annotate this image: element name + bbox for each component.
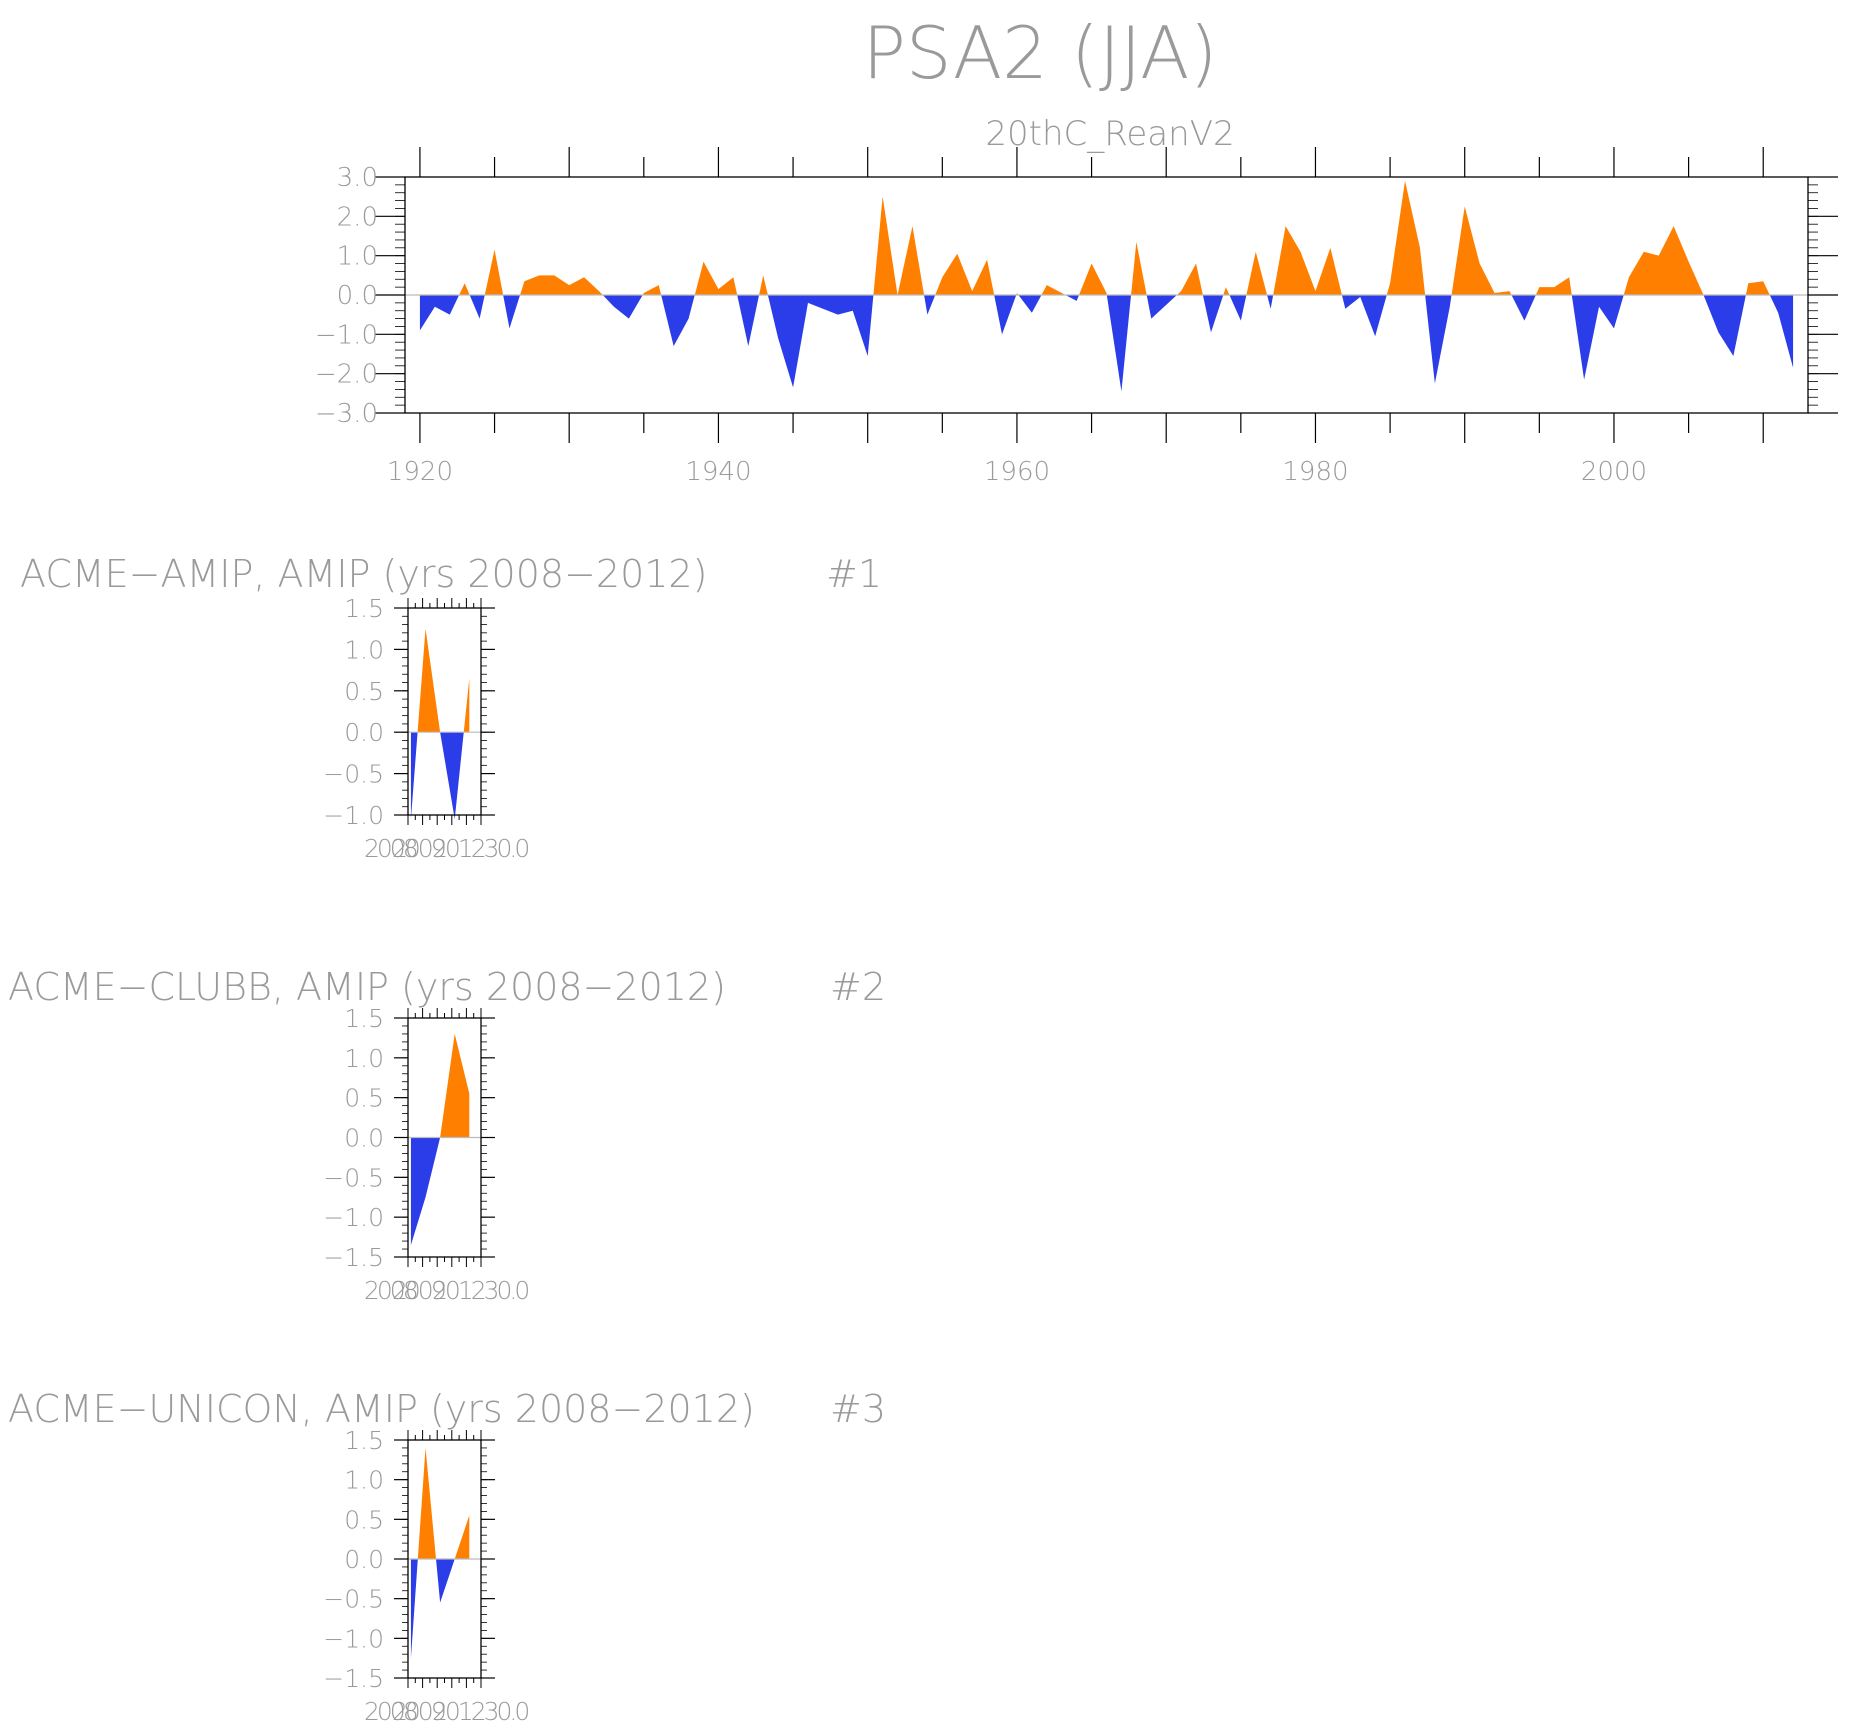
y-tick-label: −1.5 bbox=[323, 1243, 384, 1272]
panel-id: #2 bbox=[830, 965, 886, 1009]
y-tick-label: −1.0 bbox=[323, 801, 384, 830]
y-tick-label: −0.5 bbox=[323, 1585, 384, 1614]
x-tick-label: 201230.0 bbox=[432, 1697, 528, 1726]
main-title: PSA2 (JJA) bbox=[862, 11, 1217, 95]
panel-id: #1 bbox=[826, 552, 882, 596]
panel-title: 20thC_ReanV2 bbox=[985, 114, 1234, 154]
panel-title: ACME−AMIP, AMIP (yrs 2008−2012) bbox=[20, 552, 707, 596]
y-tick-label: 1.0 bbox=[344, 635, 384, 664]
y-tick-label: 3.0 bbox=[337, 163, 378, 193]
y-tick-label: 0.0 bbox=[337, 281, 378, 311]
y-tick-label: 1.0 bbox=[344, 1044, 384, 1073]
chart-panel-4: ACME−UNICON, AMIP (yrs 2008−2012) #3 1.5 1.… bbox=[8, 1387, 886, 1726]
y-tick-label: 0.5 bbox=[344, 677, 384, 706]
x-tick-label: 2000 bbox=[1581, 457, 1647, 487]
chart-panel-2: ACME−AMIP, AMIP (yrs 2008−2012) #1 1.5 1.0 0… bbox=[20, 552, 882, 863]
plot-frame bbox=[407, 607, 482, 816]
positive-area bbox=[419, 180, 1794, 295]
panel-title: ACME−CLUBB, AMIP (yrs 2008−2012) bbox=[8, 965, 726, 1009]
x-tick-label: 2008 bbox=[364, 1276, 417, 1305]
x-tick-label: 2008 bbox=[364, 834, 417, 863]
x-tick-label: 2009 bbox=[392, 834, 445, 863]
y-tick-label: 0.5 bbox=[344, 1084, 384, 1113]
y-tick-label: 0.0 bbox=[344, 1124, 384, 1153]
y-tick-label: −0.5 bbox=[323, 760, 384, 789]
negative-area bbox=[410, 1559, 470, 1659]
y-tick-label: −1.0 bbox=[323, 1624, 384, 1653]
x-tick-label: 1960 bbox=[984, 457, 1050, 487]
panel-id: #3 bbox=[830, 1387, 886, 1431]
y-tick-label: 1.5 bbox=[344, 1004, 384, 1033]
x-tick-label: 1920 bbox=[387, 457, 453, 487]
x-tick-label: 201230.0 bbox=[432, 1276, 528, 1305]
chart-panel-1: 20thC_ReanV2 3.0 2.0 1.0 0.0 −1.0 −2.0 −3.0 1920… bbox=[315, 114, 1838, 487]
negative-area bbox=[410, 1137, 470, 1246]
y-tick-label: −1.5 bbox=[323, 1664, 384, 1693]
y-tick-label: 2.0 bbox=[337, 202, 378, 232]
negative-area bbox=[419, 295, 1794, 392]
y-tick-label: −1.0 bbox=[315, 320, 378, 350]
x-tick-label: 201230.0 bbox=[432, 834, 528, 863]
x-tick-label: 2009 bbox=[392, 1697, 445, 1726]
positive-area bbox=[410, 1447, 470, 1559]
y-tick-label: −1.0 bbox=[323, 1203, 384, 1232]
positive-area bbox=[410, 1033, 470, 1138]
y-tick-label: 0.5 bbox=[344, 1505, 384, 1534]
y-tick-label: −0.5 bbox=[323, 1163, 384, 1192]
y-tick-label: 1.5 bbox=[344, 1426, 384, 1455]
y-tick-label: −3.0 bbox=[315, 399, 378, 429]
y-tick-label: 1.0 bbox=[344, 1466, 384, 1495]
y-tick-label: 0.0 bbox=[344, 718, 384, 747]
negative-area bbox=[410, 732, 470, 820]
x-tick-label: 1940 bbox=[685, 457, 751, 487]
y-tick-label: 1.0 bbox=[337, 242, 378, 272]
x-tick-label: 2009 bbox=[392, 1276, 445, 1305]
y-tick-label: 1.5 bbox=[344, 594, 384, 623]
chart-panel-3: ACME−CLUBB, AMIP (yrs 2008−2012) #2 1.5 1.0… bbox=[8, 965, 886, 1305]
y-tick-label: 0.0 bbox=[344, 1545, 384, 1574]
panel-title: ACME−UNICON, AMIP (yrs 2008−2012) bbox=[8, 1387, 755, 1431]
y-tick-label: −2.0 bbox=[315, 360, 378, 390]
x-tick-label: 2008 bbox=[364, 1697, 417, 1726]
positive-area bbox=[410, 628, 470, 733]
x-tick-label: 1980 bbox=[1282, 457, 1348, 487]
